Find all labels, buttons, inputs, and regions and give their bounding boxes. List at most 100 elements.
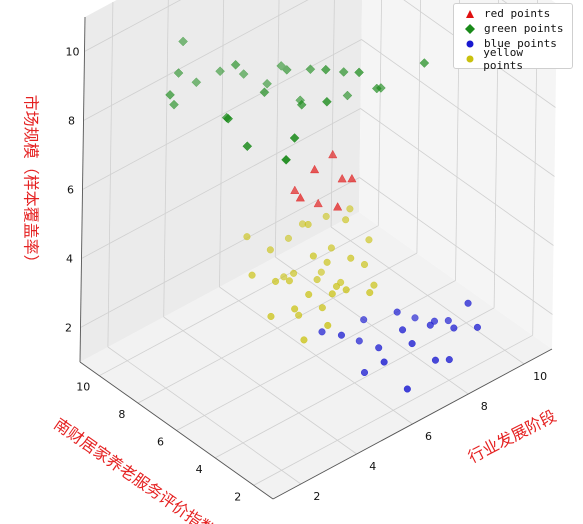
blue-points-point [393, 308, 401, 316]
blue-points-point [445, 356, 453, 364]
red-points-point [347, 173, 357, 183]
legend-entry-blue: blue points [460, 36, 566, 51]
y-tick-label: 2 [234, 490, 241, 503]
x-tick-label: 4 [369, 460, 376, 473]
x-tick-label: 2 [313, 490, 320, 503]
yellow-points-point [300, 336, 308, 344]
yellow-points-point [323, 258, 331, 266]
red-points-point [295, 192, 305, 202]
yellow-points-point [332, 282, 341, 290]
x-tick-label: 6 [425, 430, 432, 443]
yellow-points-point [346, 205, 354, 213]
yellow-points-point [313, 276, 321, 284]
y-tick-label: 10 [76, 381, 90, 394]
yellow-points-point [342, 286, 350, 294]
yellow-points-point [266, 246, 274, 254]
blue-circle-marker-icon [460, 39, 480, 49]
legend-entry-yellow: yellow points [460, 46, 566, 72]
green-diamond-marker-icon [460, 23, 480, 34]
yellow-points-point [267, 312, 275, 321]
yellow-points-point [327, 244, 335, 252]
tick-labels: 2 4 6 8 10 2 4 6 8 10 2 4 6 8 10 [65, 46, 547, 504]
yellow-points-point [284, 234, 293, 242]
x-tick-label: 8 [481, 400, 488, 413]
green-points-point [230, 59, 241, 70]
x-tick-label: 10 [533, 370, 547, 383]
green-points-point [191, 77, 202, 88]
green-points-point [354, 67, 364, 78]
blue-points-point [399, 326, 407, 334]
yellow-points-point [305, 290, 313, 299]
y-axis-line [79, 361, 274, 500]
grid-line-x-floor [275, 256, 469, 395]
green-points-point [165, 89, 175, 100]
blue-points-point [318, 328, 326, 336]
blue-points-point [337, 331, 346, 339]
blue-points-point [431, 356, 440, 364]
yellow-points-point [243, 233, 251, 241]
green-points-point [276, 61, 287, 71]
z-tick-label: 10 [66, 46, 80, 59]
blue-points-point [444, 317, 452, 325]
blue-points-point [464, 299, 472, 307]
yellow-points-point [322, 212, 330, 220]
red-points-point [309, 164, 320, 174]
green-points-point [221, 112, 232, 123]
green-points-point [295, 95, 306, 106]
green-points-point [242, 141, 253, 152]
yellow-points-point [365, 236, 373, 244]
yellow-points-point [295, 311, 303, 319]
green-points-point [338, 67, 349, 77]
green-points-point [322, 96, 332, 107]
yellow-points-point [347, 254, 355, 262]
yellow-points-point [317, 268, 325, 276]
y-tick-label: 4 [196, 463, 203, 476]
blue-points-point [411, 314, 419, 322]
z-axis-label: 市场规模（样本覆盖率） [22, 95, 41, 271]
green-points-point [259, 87, 270, 98]
green-points-point [178, 36, 188, 47]
grid-line-x-floor [330, 226, 525, 365]
yellow-points-point [360, 260, 369, 269]
back-pane-left [359, 0, 557, 349]
grid-line-y-floor [176, 280, 456, 431]
green-points-point [169, 99, 179, 110]
legend-entry-green: green points [460, 21, 566, 36]
green-points-point [215, 66, 225, 77]
axis-panes [80, 0, 557, 499]
z-tick-label: 6 [67, 184, 74, 197]
blue-points-point [450, 324, 458, 332]
grid-line-z-right-wall [84, 0, 182, 52]
z-tick-label: 8 [68, 115, 75, 128]
blue-points-point [360, 316, 368, 324]
grid-line-z-left-wall [361, 39, 555, 177]
legend-label-yellow: yellow points [483, 45, 523, 72]
legend-label-green: green points [484, 22, 564, 35]
grid-line-z-right-wall [83, 0, 309, 121]
yellow-points-point [370, 281, 378, 289]
yellow-points-point [272, 277, 280, 285]
y-tick-label: 6 [157, 436, 164, 449]
data-points [165, 36, 482, 393]
grid-line-z-right-wall [82, 39, 362, 190]
blue-points-point [375, 344, 383, 352]
grid-line-x-wall [330, 0, 335, 228]
red-points-point [328, 149, 338, 159]
yellow-circle-marker-icon [460, 54, 479, 64]
yellow-points-point [280, 273, 288, 281]
red-points-point [313, 198, 323, 208]
yellow-points-point [328, 290, 336, 298]
blue-points-point [403, 385, 411, 393]
red-triangle-marker-icon [460, 9, 480, 19]
green-points-point [419, 58, 430, 68]
legend-entry-red: red points [460, 6, 566, 21]
green-points-point [342, 90, 353, 101]
green-points-point [305, 64, 316, 75]
blue-points-point [430, 317, 439, 325]
green-points-point [289, 133, 300, 143]
blue-points-point [355, 337, 363, 345]
blue-points-point [473, 323, 482, 331]
z-tick-label: 2 [65, 322, 72, 335]
legend-label-blue: blue points [484, 37, 557, 50]
